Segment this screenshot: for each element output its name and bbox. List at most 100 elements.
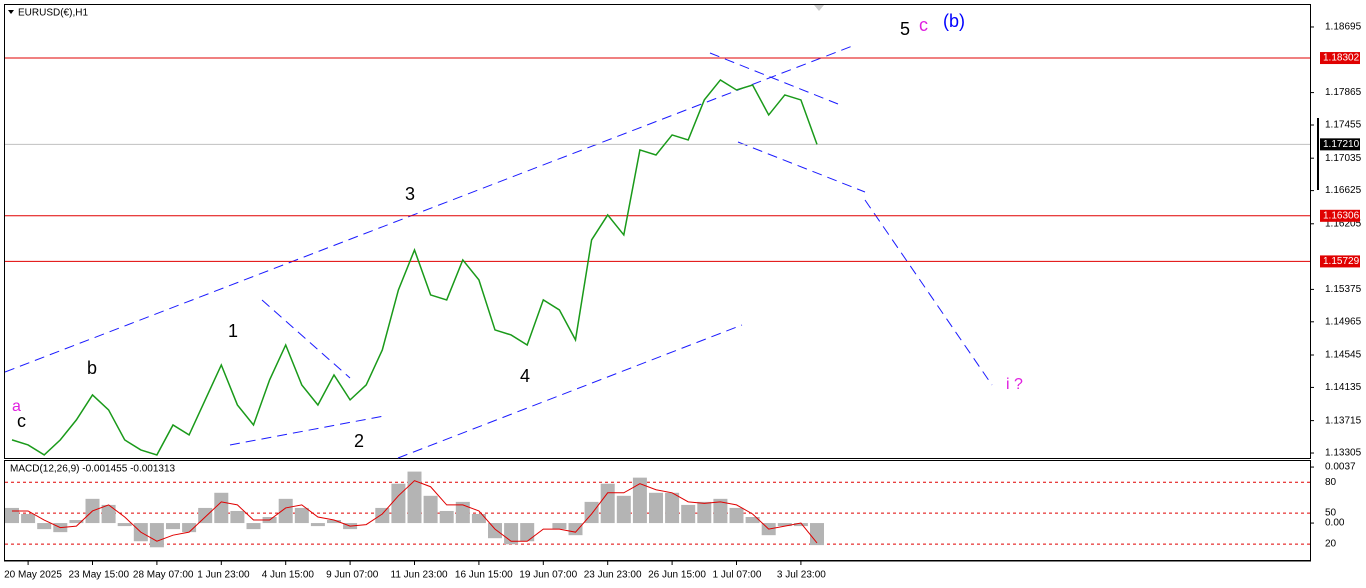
triangle-bottom bbox=[737, 141, 866, 193]
macd-bar bbox=[278, 498, 293, 524]
x-tick-label: 19 Jun 07:00 bbox=[519, 570, 577, 581]
macd-bar bbox=[310, 523, 325, 527]
macd-bar bbox=[391, 483, 406, 524]
macd-bar bbox=[455, 501, 470, 524]
macd-bar bbox=[246, 523, 261, 530]
x-tick-label: 20 May 2025 bbox=[4, 570, 62, 581]
wave-label: c bbox=[919, 15, 928, 35]
macd-bar bbox=[665, 492, 680, 524]
macd-bar bbox=[600, 483, 615, 524]
y-tick-label: 1.13305 bbox=[1325, 448, 1362, 459]
shift-marker bbox=[814, 5, 824, 11]
y-tick-label: 1.18695 bbox=[1325, 22, 1362, 33]
macd-bar bbox=[21, 513, 36, 524]
macd-bar bbox=[423, 495, 438, 524]
wave-label: 1 bbox=[228, 321, 238, 341]
wave-label: i ? bbox=[1006, 376, 1023, 393]
scroll-marker bbox=[1317, 118, 1319, 190]
x-tick-label: 3 Jul 23:00 bbox=[777, 570, 826, 581]
macd-bar bbox=[69, 520, 84, 524]
macd-bar bbox=[37, 523, 52, 530]
x-tick-label: 9 Jun 07:00 bbox=[326, 570, 379, 581]
macd-level-label: 20 bbox=[1325, 539, 1337, 550]
price-line bbox=[11, 78, 818, 456]
channel-top bbox=[4, 44, 856, 373]
wave-label: 5 bbox=[900, 19, 910, 39]
macd-bar bbox=[810, 523, 824, 546]
macd-bar bbox=[777, 523, 792, 527]
wave-label: 3 bbox=[405, 184, 415, 204]
x-tick-label: 1 Jun 23:00 bbox=[197, 570, 250, 581]
macd-level-label: 50 bbox=[1325, 508, 1337, 519]
last-price-tag bbox=[1320, 138, 1360, 151]
x-tick-label: 23 Jun 23:00 bbox=[584, 570, 642, 581]
macd-title: MACD(12,26,9) -0.001455 -0.001313 bbox=[10, 464, 176, 475]
y-tick-label: 1.15375 bbox=[1325, 284, 1362, 295]
x-tick-label: 26 Jun 15:00 bbox=[648, 570, 706, 581]
macd-bar bbox=[568, 523, 583, 536]
macd-bar bbox=[5, 507, 19, 524]
menu-arrow bbox=[8, 10, 14, 14]
x-tick-label: 1 Jul 07:00 bbox=[713, 570, 762, 581]
level-label: 1.16306 bbox=[1323, 210, 1360, 221]
x-tick-label: 16 Jun 15:00 bbox=[455, 570, 513, 581]
macd-bar bbox=[697, 501, 712, 524]
macd-bar bbox=[375, 507, 390, 524]
macd-bar bbox=[745, 517, 760, 524]
wave-label: (b) bbox=[943, 11, 965, 31]
macd-bar bbox=[713, 498, 728, 524]
y-tick-label: 1.17035 bbox=[1325, 153, 1362, 164]
price-frame bbox=[4, 4, 1311, 459]
x-tick-label: 23 May 15:00 bbox=[69, 570, 130, 581]
macd-bar bbox=[729, 507, 744, 524]
wedge-bottom bbox=[229, 415, 385, 446]
level-label: 1.18302 bbox=[1323, 53, 1360, 64]
macd-bar bbox=[681, 504, 696, 524]
trend-lines bbox=[4, 44, 993, 459]
macd-tick-label: 0.0037 bbox=[1325, 462, 1356, 473]
y-tick-label: 1.14545 bbox=[1325, 350, 1362, 361]
wave-label: 2 bbox=[354, 431, 364, 451]
x-tick-label: 28 May 07:00 bbox=[133, 570, 194, 581]
macd-bar bbox=[294, 507, 309, 524]
y-tick-label: 1.17455 bbox=[1325, 120, 1362, 131]
y-tick-label: 1.14965 bbox=[1325, 316, 1362, 327]
last-price-label: 1.17210 bbox=[1323, 139, 1360, 150]
level-tag bbox=[1320, 209, 1360, 222]
macd-bar bbox=[488, 523, 502, 539]
macd-bar bbox=[793, 523, 808, 527]
macd-bar bbox=[552, 523, 567, 530]
macd-bar bbox=[101, 504, 116, 524]
macd-tick-label: 0.00 bbox=[1325, 518, 1345, 529]
triangle-top bbox=[709, 52, 839, 105]
macd-bar bbox=[166, 523, 180, 530]
projection bbox=[864, 199, 993, 386]
macd-bar bbox=[117, 523, 132, 527]
y-tick-label: 1.16205 bbox=[1325, 218, 1362, 229]
macd-bar bbox=[649, 492, 663, 524]
chart-title: EURUSD(€),H1 bbox=[18, 8, 88, 19]
macd-bar bbox=[632, 477, 647, 524]
x-tick-label: 11 Jun 23:00 bbox=[391, 570, 449, 581]
level-tag bbox=[1320, 52, 1360, 65]
macd-bar bbox=[616, 495, 631, 524]
macd-bar bbox=[149, 523, 164, 548]
macd-bar bbox=[407, 471, 422, 524]
wave-label: c bbox=[17, 411, 26, 431]
level-tag bbox=[1320, 255, 1360, 268]
macd-bar bbox=[214, 492, 229, 524]
y-tick-label: 1.13715 bbox=[1325, 415, 1362, 426]
y-tick-label: 1.14135 bbox=[1325, 382, 1362, 393]
macd-signal bbox=[12, 480, 818, 544]
macd-level-label: 80 bbox=[1325, 477, 1337, 488]
macd-bar bbox=[230, 510, 245, 524]
wave-label: b bbox=[87, 358, 97, 378]
y-tick-label: 1.16625 bbox=[1325, 185, 1362, 196]
channel-bottom bbox=[397, 324, 743, 459]
wave-label: a bbox=[12, 398, 21, 415]
macd-bar bbox=[198, 507, 213, 524]
x-tick-label: 4 Jun 15:00 bbox=[262, 570, 315, 581]
macd-bar bbox=[471, 513, 486, 524]
wave-label: 4 bbox=[520, 366, 530, 386]
